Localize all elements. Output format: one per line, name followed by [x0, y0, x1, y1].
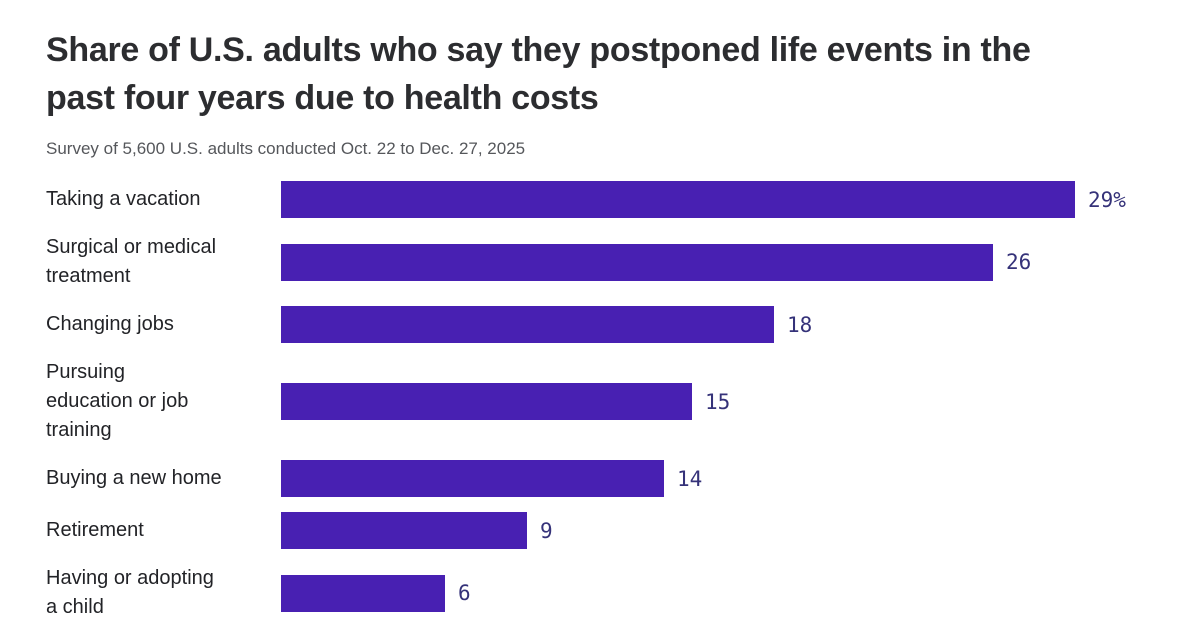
- chart-row: Changing jobs 18: [46, 306, 1154, 343]
- bar: [281, 181, 1075, 218]
- value-label: 6: [458, 581, 471, 605]
- bar: [281, 383, 692, 420]
- category-label: Surgical or medical treatment: [46, 236, 217, 287]
- category-label: Changing jobs: [46, 313, 174, 335]
- value-label: 26: [1006, 250, 1032, 274]
- bar: [281, 574, 445, 612]
- value-label: 9: [540, 518, 553, 543]
- chart-row: Retirement 9: [46, 512, 1154, 549]
- bar: [281, 306, 774, 343]
- value-label: 14: [677, 466, 703, 491]
- chart-row: Having or adopting a child 6: [46, 564, 1154, 622]
- chart-subtitle: Survey of 5,600 U.S. adults conducted Oc…: [46, 139, 526, 158]
- bar: [281, 460, 664, 497]
- value-label: 29%: [1088, 187, 1126, 212]
- category-label: Retirement: [46, 519, 144, 541]
- bar-area: 6: [281, 574, 1154, 612]
- category-label: Buying a new home: [46, 467, 222, 489]
- value-label: 15: [705, 389, 731, 414]
- bar-area: 15: [281, 383, 1154, 420]
- bar-chart: Taking a vacation 29% Surgical or medical t…: [46, 181, 1154, 622]
- bar-area: 14: [281, 460, 1154, 497]
- chart-row: Pursuing education or job training 15: [46, 358, 1154, 445]
- chart-row: Surgical or medical treatment 26: [46, 233, 1154, 291]
- category-label: Pursuing education or job training: [46, 361, 189, 441]
- chart-row: Buying a new home 14: [46, 460, 1154, 497]
- bar-area: 18: [281, 306, 1154, 343]
- category-label: Having or adopting a child: [46, 567, 214, 618]
- chart-title-line-2: past four years due to health costs: [46, 79, 599, 117]
- chart-title-line-1: Share of U.S. adults who say they postpo…: [46, 31, 1031, 69]
- value-label: 18: [787, 312, 813, 337]
- bar-area: 9: [281, 512, 1154, 549]
- bar-area: 26: [281, 243, 1154, 281]
- category-label: Taking a vacation: [46, 188, 201, 210]
- bar: [281, 512, 527, 549]
- chart-title: Share of U.S. adults who say they postpo…: [46, 26, 1154, 122]
- bar-area: 29%: [281, 181, 1154, 218]
- chart-row: Taking a vacation 29%: [46, 181, 1154, 218]
- bar: [281, 243, 993, 281]
